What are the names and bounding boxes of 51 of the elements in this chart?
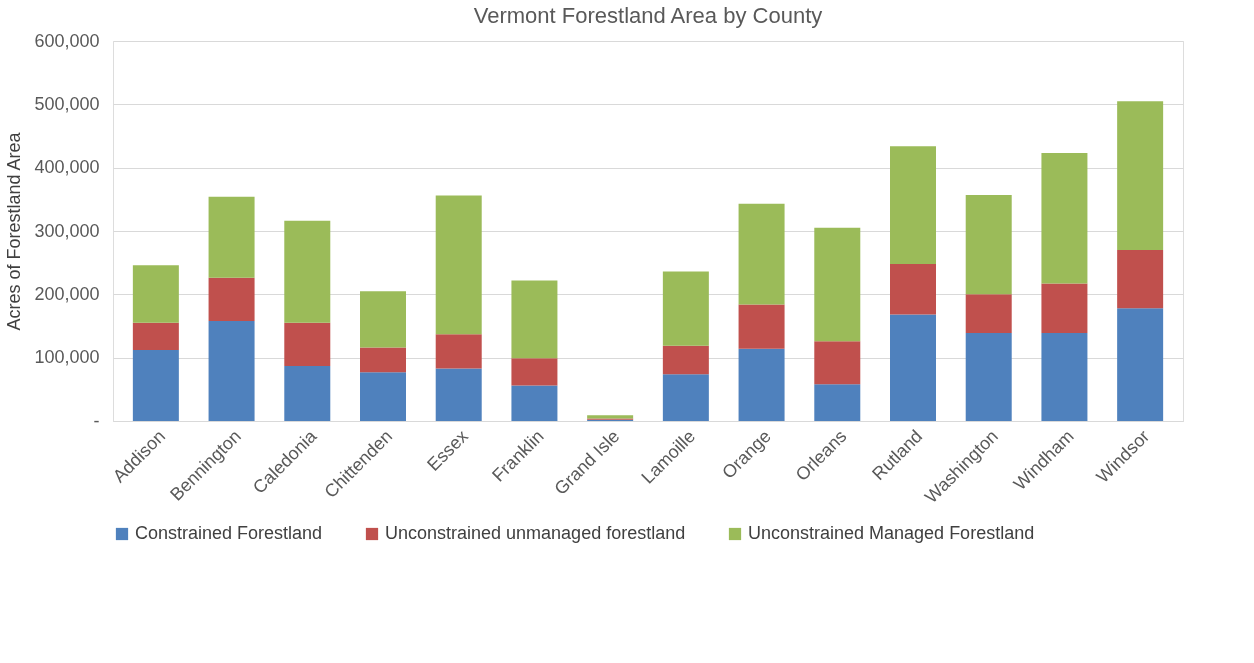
bar — [1041, 153, 1088, 284]
bar — [965, 194, 1012, 295]
bar — [662, 345, 709, 375]
legend-label: Constrained Forestland — [135, 523, 323, 543]
bar — [208, 196, 255, 278]
y-tick-label: 500,000 — [34, 93, 100, 114]
bar — [360, 347, 406, 373]
bar — [511, 358, 558, 386]
y-axis-title: Acres of Forestland Area — [4, 131, 25, 331]
bar — [284, 220, 331, 323]
bar — [132, 350, 179, 421]
bar — [965, 332, 1012, 421]
bar — [284, 322, 331, 366]
bar — [890, 146, 936, 264]
legend-label: Unconstrained Managed Forestland — [748, 523, 1035, 543]
bar — [890, 314, 936, 421]
y-tick-label: - — [93, 410, 100, 431]
y-tick-label: 400,000 — [34, 157, 100, 178]
bar — [814, 227, 861, 342]
bar — [435, 334, 482, 369]
bar — [738, 348, 785, 421]
bar — [738, 304, 785, 349]
bar — [814, 341, 861, 385]
legend-label: Unconstrained unmanaged forestland — [385, 523, 686, 543]
bar — [208, 277, 255, 321]
bar — [435, 368, 482, 421]
bar — [965, 294, 1012, 333]
bar — [1117, 308, 1164, 421]
chart-title: Vermont Forestland Area by County — [473, 3, 823, 28]
bar — [814, 384, 861, 421]
bar — [208, 320, 255, 421]
bar — [132, 265, 179, 323]
bar — [511, 385, 558, 421]
bar — [511, 280, 558, 359]
bar — [1117, 250, 1164, 309]
bar — [662, 374, 709, 421]
y-tick-label: 200,000 — [34, 283, 100, 304]
bar — [738, 203, 785, 305]
bar — [284, 365, 331, 421]
bar — [1041, 332, 1088, 421]
bar — [360, 372, 406, 421]
bar — [435, 195, 482, 335]
bar — [360, 291, 406, 348]
y-tick-label: 600,000 — [34, 30, 100, 51]
bar — [132, 322, 179, 351]
y-tick-label: 300,000 — [34, 220, 100, 241]
bar — [890, 263, 936, 315]
y-tick-label: 100,000 — [34, 347, 100, 368]
bar — [1117, 101, 1164, 250]
bar — [662, 271, 709, 346]
bar — [1041, 283, 1088, 333]
